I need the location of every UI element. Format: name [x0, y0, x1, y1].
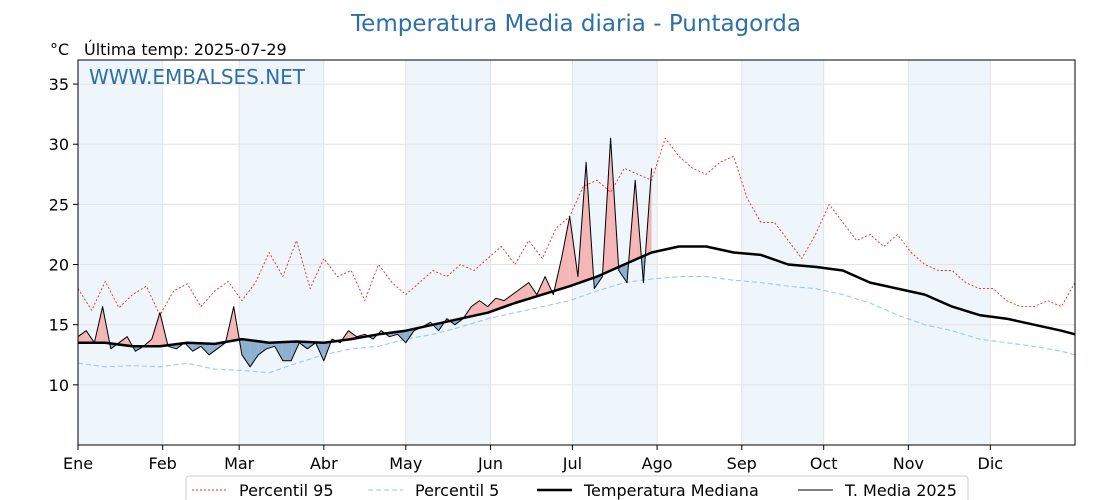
y-tick-label: 30: [49, 135, 69, 154]
above-median-fill: [479, 300, 488, 315]
series-line-t-media-2025: [77, 137, 653, 368]
x-tick-label-abr: Abr: [310, 454, 338, 473]
x-tick-label-jun: Jun: [477, 454, 503, 473]
below-median-fill: [209, 343, 218, 355]
month-band-may: [405, 60, 491, 445]
anomaly-fills: [78, 138, 652, 367]
above-median-fill: [487, 298, 496, 313]
above-median-fill: [78, 330, 87, 343]
above-median-fill: [471, 300, 480, 317]
month-band-sep: [741, 60, 824, 445]
below-median-fill: [200, 343, 210, 355]
y-tick-label: 10: [49, 376, 69, 395]
y-tick-label: 20: [49, 256, 69, 275]
x-tick-label-dic: Dic: [978, 454, 1004, 473]
below-median-fill: [192, 343, 201, 352]
x-tick-label-may: May: [389, 454, 422, 473]
unit-label: °C: [50, 40, 69, 59]
legend-label: Percentil 5: [415, 481, 499, 500]
month-band-ene: [78, 60, 163, 445]
x-tick-label-sep: Sep: [727, 454, 757, 473]
month-bands: [78, 60, 991, 445]
x-tick-label-ene: Ene: [63, 454, 93, 473]
y-tick-label: 25: [49, 195, 69, 214]
y-tick-label: 35: [49, 75, 69, 94]
chart-title: Temperatura Media diaria - Puntagorda: [350, 11, 801, 37]
x-tick-label-oct: Oct: [810, 454, 838, 473]
series-line-percentil-95: [77, 137, 1076, 316]
legend-box: [185, 475, 969, 500]
x-tick-label-jul: Jul: [562, 454, 582, 473]
series-line-temperatura-mediana: [78, 245, 1076, 348]
above-median-fill: [512, 288, 521, 304]
above-median-fill: [151, 312, 160, 347]
above-median-fill: [119, 336, 128, 346]
series-line-percentil-5: [77, 276, 1076, 374]
legend-label: Temperatura Mediana: [583, 481, 759, 500]
below-median-fill: [274, 342, 283, 361]
below-median-fill: [282, 341, 292, 361]
watermark: WWW.EMBALSES.NET: [89, 65, 306, 89]
legend-label: T. Media 2025: [844, 481, 957, 500]
last-temp-label: Última temp: 2025-07-29: [84, 40, 287, 59]
below-median-fill: [250, 340, 259, 367]
x-tick-label-feb: Feb: [149, 454, 177, 473]
above-median-fill: [561, 216, 570, 289]
y-axis-ticks: 10 15 20 25 30 35: [49, 75, 78, 395]
below-median-fill: [241, 339, 251, 367]
x-tick-label-nov: Nov: [893, 454, 924, 473]
plot-frame: [77, 59, 1076, 446]
y-tick-label: 15: [49, 316, 69, 335]
x-axis-ticks: Ene Feb Mar Abr May Jun Jul Ago Sep Oct Nov Dic: [63, 445, 1003, 473]
legend: Percentil 95 Percentil 5 Temperatura Media…: [185, 475, 969, 500]
month-band-mar: [239, 60, 324, 445]
x-tick-label-mar: Mar: [224, 454, 255, 473]
below-median-fill: [266, 342, 275, 349]
below-median-fill: [618, 263, 627, 283]
month-band-nov: [908, 60, 991, 445]
x-tick-label-ago: Ago: [642, 454, 673, 473]
below-median-fill: [258, 341, 267, 355]
legend-label: Percentil 95: [239, 481, 334, 500]
above-median-fill: [528, 282, 537, 299]
series-lines: [77, 137, 1076, 374]
